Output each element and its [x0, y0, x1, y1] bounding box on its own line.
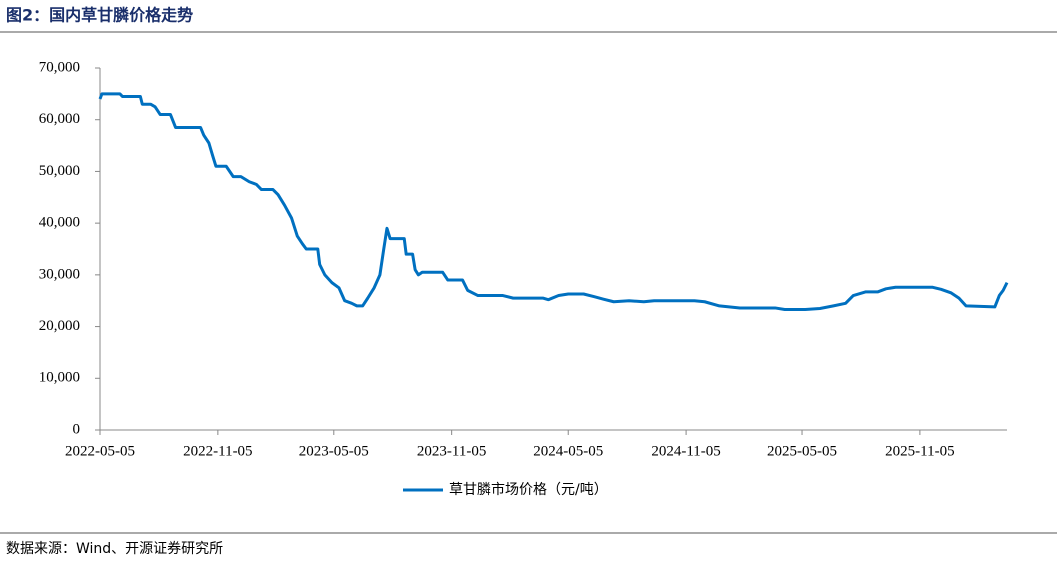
y-tick-label: 20,000 [39, 318, 80, 334]
y-tick-label: 70,000 [39, 59, 80, 75]
y-tick-label: 50,000 [39, 163, 80, 179]
x-tick-label: 2025-11-05 [885, 443, 954, 459]
source-note: 数据来源：Wind、开源证券研究所 [6, 541, 223, 557]
y-tick-label: 40,000 [39, 215, 80, 231]
x-tick-label: 2023-11-05 [417, 443, 486, 459]
x-tick-label: 2025-05-05 [767, 443, 837, 459]
y-tick-label: 0 [73, 421, 81, 437]
x-tick-label: 2024-05-05 [533, 443, 603, 459]
price-line [98, 92, 1009, 312]
x-tick-label: 2022-11-05 [183, 443, 252, 459]
chart-title: 图2：国内草甘膦价格走势 [6, 6, 193, 25]
y-tick-label: 60,000 [39, 111, 80, 127]
x-tick-label: 2022-05-05 [65, 443, 135, 459]
legend-label: 草甘膦市场价格（元/吨） [449, 481, 608, 498]
y-tick-label: 10,000 [39, 370, 80, 386]
y-tick-label: 30,000 [39, 266, 80, 282]
x-tick-label: 2023-05-05 [299, 443, 369, 459]
x-tick-label: 2024-11-05 [651, 443, 720, 459]
